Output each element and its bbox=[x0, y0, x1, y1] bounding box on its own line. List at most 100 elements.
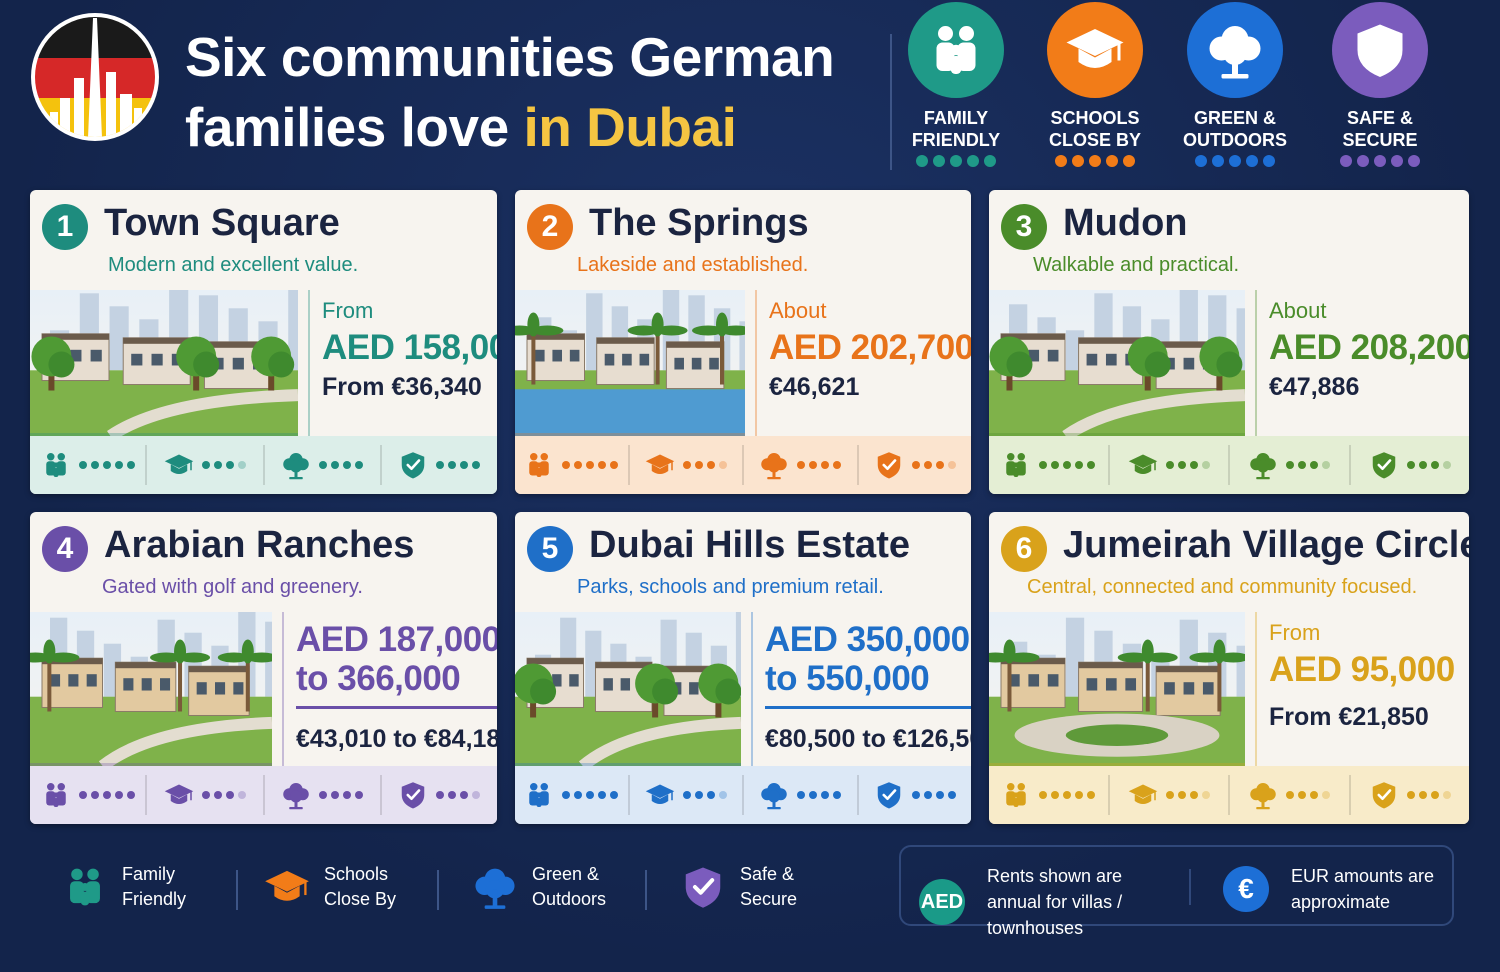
price-line: From €36,340 bbox=[322, 373, 482, 401]
price-block: About AED 202,700 €46,621 bbox=[769, 290, 971, 407]
scene bbox=[30, 608, 283, 771]
dot bbox=[225, 461, 234, 469]
dot bbox=[102, 461, 111, 469]
dot bbox=[562, 461, 571, 469]
dot bbox=[610, 461, 619, 469]
rating-dots bbox=[1165, 461, 1210, 469]
scene bbox=[30, 282, 308, 442]
icon bbox=[877, 452, 900, 479]
note: € EUR amounts are approximate bbox=[1223, 863, 1469, 915]
dot bbox=[436, 791, 445, 799]
dot bbox=[343, 461, 352, 469]
dot bbox=[706, 791, 715, 799]
dot bbox=[682, 791, 691, 799]
dot bbox=[1039, 791, 1048, 799]
title-line: Six communities German bbox=[185, 26, 835, 88]
dot bbox=[331, 791, 340, 799]
title-line: families love in Dubai bbox=[185, 92, 834, 162]
rating bbox=[744, 775, 859, 815]
price-line: AED 202,700 bbox=[769, 328, 971, 367]
legend-item: Safe & Secure bbox=[680, 862, 820, 912]
scene bbox=[515, 282, 756, 436]
icon bbox=[402, 782, 425, 809]
rating bbox=[147, 445, 265, 485]
dot bbox=[1201, 791, 1210, 799]
dot bbox=[797, 791, 806, 799]
price-block: AED 187,000 to 366,000 €43,010 to €84,180 bbox=[296, 620, 497, 759]
dot bbox=[1408, 155, 1420, 167]
dot bbox=[1089, 155, 1101, 167]
dot bbox=[1246, 155, 1258, 167]
price-line: About bbox=[1269, 298, 1327, 323]
dot bbox=[1106, 155, 1118, 167]
scene-image bbox=[515, 282, 756, 436]
rating-strip bbox=[989, 436, 1469, 494]
dot bbox=[1263, 155, 1275, 167]
note: AED Rents shown are annual for villas / t… bbox=[919, 863, 1165, 941]
rating bbox=[1351, 445, 1470, 485]
rating bbox=[1110, 445, 1230, 485]
dot bbox=[694, 791, 703, 799]
icon bbox=[1209, 26, 1261, 79]
rating-dots bbox=[1286, 791, 1331, 799]
feature-dots bbox=[886, 155, 1026, 167]
note-separator bbox=[1189, 869, 1191, 905]
card-number: 5 bbox=[527, 526, 573, 572]
card-number: 2 bbox=[527, 204, 573, 250]
note-text: EUR amounts are approximate bbox=[1291, 866, 1435, 912]
rating-dots bbox=[436, 461, 481, 469]
dot bbox=[821, 461, 830, 469]
legend-separator bbox=[236, 870, 238, 910]
dot bbox=[1195, 155, 1207, 167]
title-highlight: in Dubai bbox=[523, 96, 737, 158]
rating-dots bbox=[319, 461, 364, 469]
dot bbox=[213, 791, 222, 799]
rating bbox=[989, 775, 1110, 815]
dot bbox=[1340, 155, 1352, 167]
rating-dots bbox=[562, 791, 619, 799]
scene-image bbox=[989, 282, 1255, 441]
price-line: AED 158,000 bbox=[322, 328, 497, 367]
icon bbox=[265, 870, 309, 901]
rating-strip bbox=[30, 436, 497, 494]
icon bbox=[1250, 783, 1276, 810]
price-line: €46,621 bbox=[769, 373, 860, 401]
dot bbox=[1406, 461, 1415, 469]
community-card: 4 Arabian Ranches Gated with golf and gree… bbox=[30, 512, 497, 824]
dot bbox=[355, 461, 364, 469]
price-line: From bbox=[1269, 620, 1321, 645]
dot bbox=[1063, 461, 1072, 469]
dot bbox=[1177, 461, 1186, 469]
dot bbox=[1430, 791, 1439, 799]
icon bbox=[402, 452, 425, 479]
icon bbox=[1372, 782, 1395, 809]
rating-dots bbox=[682, 791, 727, 799]
dot bbox=[1189, 461, 1198, 469]
rating bbox=[1230, 775, 1351, 815]
dot bbox=[1442, 461, 1451, 469]
feature: SAFE & SECURE bbox=[1310, 2, 1450, 167]
dot bbox=[911, 791, 920, 799]
rating-strip bbox=[515, 766, 971, 824]
rating bbox=[1110, 775, 1230, 815]
dot bbox=[586, 791, 595, 799]
dot bbox=[1177, 791, 1186, 799]
dot bbox=[809, 461, 818, 469]
note-text: Rents shown are annual for villas / town… bbox=[987, 866, 1123, 938]
rating-dots bbox=[1039, 791, 1096, 799]
feature-dots bbox=[1310, 155, 1450, 167]
rating-dots bbox=[911, 461, 956, 469]
rating bbox=[265, 445, 382, 485]
dot bbox=[1075, 461, 1084, 469]
dot bbox=[586, 461, 595, 469]
rating bbox=[859, 445, 972, 485]
dot bbox=[1406, 791, 1415, 799]
price-line: AED 95,000 bbox=[1269, 650, 1455, 689]
rating bbox=[147, 775, 265, 815]
dot bbox=[797, 461, 806, 469]
dot bbox=[833, 791, 842, 799]
price-line: About bbox=[769, 298, 827, 323]
title-text: families love bbox=[185, 96, 509, 158]
icon bbox=[1250, 453, 1276, 480]
